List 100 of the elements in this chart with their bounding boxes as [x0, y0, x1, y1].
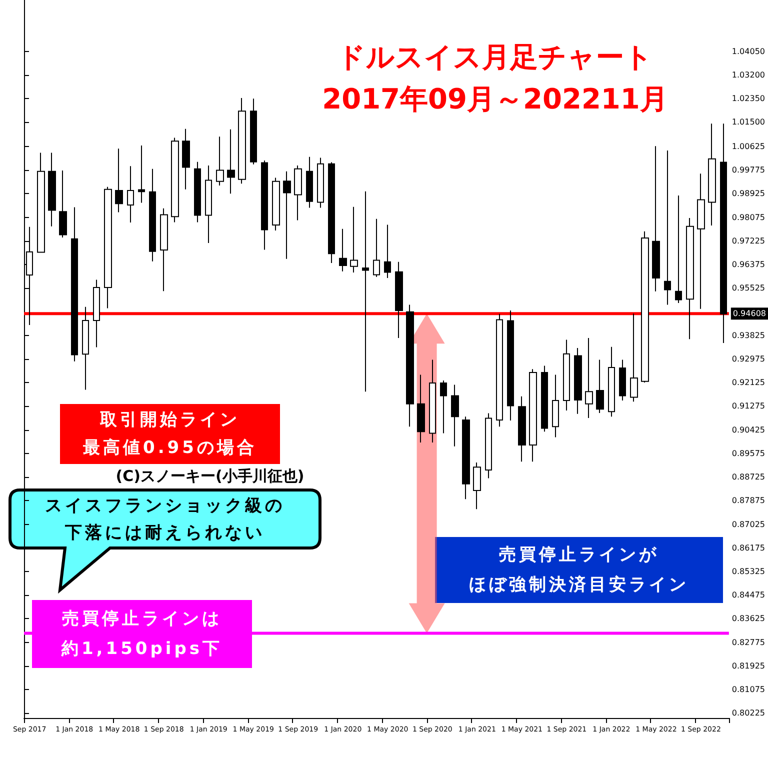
ref-line-label: 0.94608 [732, 309, 766, 318]
candlestick [306, 156, 313, 208]
candlestick [283, 170, 291, 260]
y-tick-label: 0.99775 [732, 166, 766, 175]
y-tick-label: 0.93825 [732, 330, 766, 340]
candlestick [182, 128, 190, 190]
y-tick-label: 1.01500 [732, 118, 766, 127]
candlestick [160, 208, 168, 292]
candlestick [272, 177, 280, 232]
y-tick-label: 0.80225 [732, 708, 766, 718]
candlestick [473, 462, 481, 510]
candlestick [406, 304, 414, 428]
candlestick [71, 206, 78, 362]
candlestick [373, 218, 380, 278]
candlestick [641, 230, 649, 383]
annotation: (C)スノーキー(小手川征也) [114, 466, 306, 487]
y-tick-label: 0.90425 [732, 425, 766, 434]
candlestick [194, 161, 201, 223]
candlestick [608, 346, 615, 418]
text: ドルスイス月足チャート [337, 40, 653, 74]
candlestick [417, 374, 425, 443]
candlestick [93, 279, 100, 348]
y-tick-label: 0.86175 [732, 543, 766, 552]
candlestick [451, 384, 459, 447]
y-tick-label: 1.02350 [732, 94, 766, 104]
y-tick-label: 0.87025 [732, 520, 766, 529]
candlestick [462, 416, 470, 500]
candlestick [294, 165, 302, 221]
candlestick [59, 170, 67, 238]
y-tick-label: 0.98925 [732, 189, 766, 198]
candlestick [563, 339, 570, 412]
candlestick [205, 165, 212, 244]
candlestick [518, 396, 526, 462]
annotation: 売買停止ラインは [61, 608, 223, 631]
y-tick-label: 0.84475 [732, 590, 766, 600]
candlestick [328, 162, 335, 264]
y-tick-label: 0.96375 [732, 260, 766, 270]
candlestick [104, 186, 112, 309]
candlestick [574, 348, 582, 414]
candlestick [48, 152, 56, 227]
candlestick [216, 136, 224, 186]
candlestick [541, 365, 548, 432]
candlestick [37, 152, 45, 254]
candlestick [339, 228, 347, 272]
candlestick [127, 166, 134, 223]
candlestick [507, 310, 514, 422]
candlestick [485, 412, 492, 479]
y-tick-label: 0.92975 [732, 354, 766, 364]
y-tick-label: 1.04050 [732, 46, 766, 56]
annotation: スイスフランショック級の [44, 494, 286, 518]
y-tick-label: 0.91275 [732, 402, 766, 411]
annotation: 約1,150pips下 [60, 638, 224, 661]
candlestick [664, 150, 671, 306]
candlestick [82, 306, 89, 390]
candlestick [675, 195, 682, 304]
annotation: 売買停止ラインが [498, 544, 660, 567]
candlestick [350, 206, 358, 273]
annotation: 取引開始ライン [98, 409, 241, 432]
y-tick-label: 0.87875 [732, 496, 766, 506]
candlestick [720, 123, 727, 344]
y-tick-label: 0.92125 [732, 378, 766, 388]
candlestick [630, 313, 638, 402]
candlestick [138, 145, 145, 204]
candlestick [529, 368, 537, 462]
candlestick [619, 359, 626, 402]
candlestick [585, 338, 593, 419]
y-tick-label: 0.95525 [732, 284, 766, 293]
y-tick-label: 0.81925 [732, 661, 766, 670]
candlestick [708, 123, 716, 226]
y-tick-label: 0.82775 [732, 638, 766, 647]
y-tick-label: 0.98075 [732, 212, 766, 222]
candlestick [652, 146, 660, 292]
candlestick [429, 359, 436, 443]
candlestick [384, 224, 391, 279]
candlestick [261, 160, 268, 250]
y-tick-label: 0.88725 [732, 472, 766, 482]
candlestick [149, 168, 156, 262]
annotation: 最高値0.95の場合 [82, 437, 258, 460]
candlestick [227, 128, 235, 194]
y-tick-label: 0.83625 [732, 614, 766, 624]
candlestick [395, 261, 403, 339]
candlestick [552, 374, 559, 438]
candlestick [171, 137, 179, 223]
candlestick [440, 380, 447, 434]
candlestick [686, 218, 694, 340]
candlestick [250, 98, 257, 165]
candlestick [238, 98, 246, 184]
candlestick [697, 173, 705, 310]
y-tick-label: 0.85325 [732, 566, 766, 576]
y-tick-label: 0.81075 [732, 685, 766, 694]
candlestick [596, 359, 604, 414]
candlestick [115, 148, 123, 213]
annotation: ほぼ強制決済目安ライン [468, 574, 690, 597]
y-tick-label: 1.03200 [732, 70, 766, 80]
y-tick-label: 0.89575 [732, 448, 766, 458]
text: 2017年09月～202211月 [322, 82, 668, 116]
candlestick [362, 190, 369, 392]
y-tick-label: 1.00625 [732, 142, 766, 152]
y-tick-label: 0.97225 [732, 236, 766, 246]
candlestick [317, 157, 324, 208]
